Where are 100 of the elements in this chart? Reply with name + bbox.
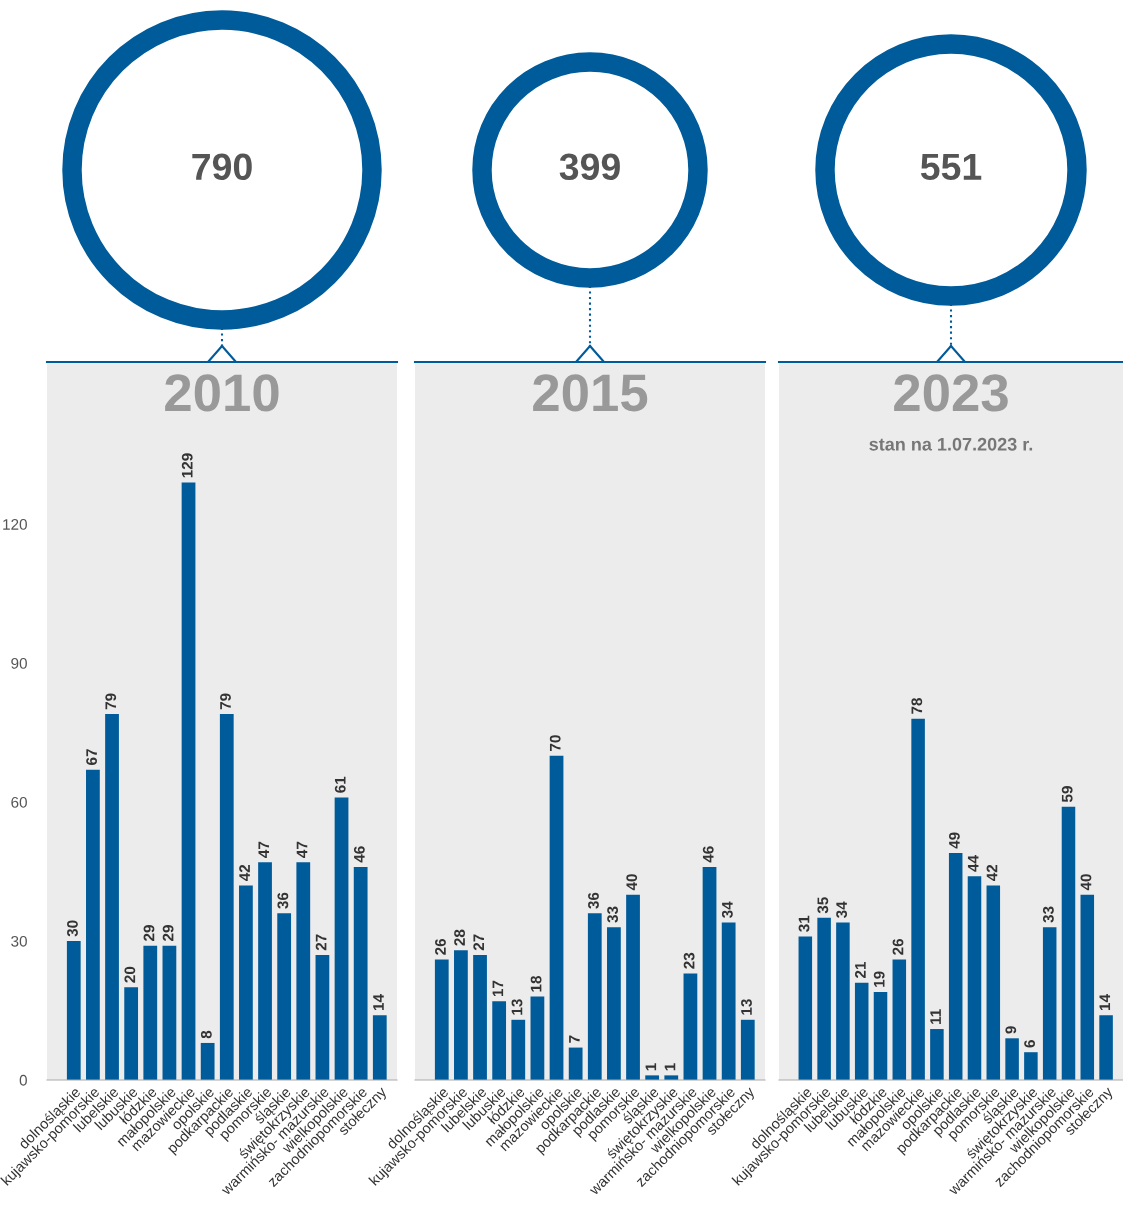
text: 399 [559, 153, 620, 181]
bar [892, 959, 907, 1080]
text: stan na 1.07.2023 r. [869, 437, 1033, 451]
data-label: 17 [492, 980, 504, 997]
bar [626, 894, 640, 1080]
data-label: 21 [854, 961, 866, 979]
bar [511, 1019, 526, 1080]
bar [587, 913, 602, 1080]
bar [702, 866, 717, 1080]
y-tick-label: 60 [11, 796, 27, 808]
bar [1099, 1015, 1113, 1080]
data-label: 70 [549, 735, 561, 751]
data-label: 27 [473, 934, 484, 951]
chart-title: 2010 [165, 374, 279, 412]
bar [454, 950, 468, 1080]
bar [1024, 1052, 1038, 1080]
bar [1080, 894, 1095, 1080]
data-label: 28 [454, 929, 465, 946]
bar [948, 853, 963, 1080]
bar [492, 1001, 507, 1080]
data-label: 42 [986, 864, 998, 882]
data-label: 42 [239, 864, 250, 882]
bar [986, 885, 1001, 1080]
data-label: 40 [1080, 874, 1092, 891]
data-label: 27 [315, 934, 327, 951]
data-label: 47 [258, 841, 269, 858]
data-label: 36 [277, 892, 289, 909]
bar [836, 922, 850, 1080]
data-label: 7 [569, 1035, 580, 1043]
data-label: 26 [892, 938, 904, 955]
data-label: 9 [1005, 1026, 1017, 1034]
data-label: 18 [530, 975, 542, 992]
bar [353, 866, 368, 1080]
data-label: 19 [873, 971, 885, 987]
data-label: 61 [334, 776, 346, 793]
bar [1061, 806, 1076, 1080]
bar [967, 876, 982, 1080]
bar [740, 1019, 755, 1080]
data-label: 79 [105, 693, 117, 710]
bar [530, 996, 545, 1080]
bar [930, 1029, 944, 1080]
data-label: 14 [1099, 994, 1111, 1011]
data-label: 34 [836, 901, 848, 918]
data-label: 40 [626, 874, 638, 891]
data-label: 13 [511, 999, 523, 1015]
bar [911, 718, 925, 1080]
data-label: 49 [948, 832, 960, 849]
bar [66, 941, 81, 1080]
bar [105, 714, 119, 1080]
data-label: 35 [817, 897, 829, 914]
data-label: 47 [296, 841, 308, 858]
data-label: 46 [702, 846, 714, 863]
bar [86, 769, 100, 1080]
bar [315, 954, 330, 1080]
bar [277, 913, 292, 1080]
data-label: 67 [86, 749, 97, 765]
bar [568, 1047, 583, 1080]
data-label: 33 [1042, 906, 1054, 923]
bar [143, 945, 158, 1080]
data-label: 23 [683, 952, 695, 969]
bar [162, 945, 177, 1080]
bar [549, 755, 564, 1080]
data-label: 1 [645, 1063, 657, 1071]
bar [258, 862, 272, 1080]
bar [181, 482, 196, 1080]
bar [434, 959, 449, 1080]
bar [798, 936, 813, 1080]
data-label: 44 [967, 855, 979, 872]
chart-title: 2023 [894, 374, 1008, 412]
data-label: 14 [373, 994, 384, 1011]
bar [372, 1015, 387, 1080]
bar [1005, 1038, 1019, 1080]
bar [296, 862, 311, 1080]
data-label: 46 [353, 846, 365, 863]
y-tick-label: 120 [3, 519, 27, 530]
bar [873, 991, 888, 1080]
bar [219, 714, 234, 1080]
data-label: 59 [1061, 786, 1073, 803]
data-label: 78 [911, 697, 923, 714]
data-label: 31 [798, 915, 810, 932]
y-tick-label: 0 [19, 1074, 27, 1086]
data-label: 6 [1024, 1040, 1035, 1048]
data-label: 129 [181, 453, 193, 478]
y-tick-label: 30 [11, 935, 27, 947]
bar [683, 973, 698, 1080]
bar [817, 917, 831, 1080]
data-label: 36 [588, 892, 599, 909]
bar [1042, 927, 1057, 1080]
bar [607, 927, 621, 1080]
data-label: 8 [200, 1030, 212, 1039]
data-label: 30 [67, 920, 78, 937]
bar [854, 982, 869, 1080]
bar [124, 987, 139, 1080]
text: 790 [192, 153, 252, 181]
bar [721, 922, 736, 1080]
bar [239, 885, 253, 1080]
data-label: 11 [930, 1009, 941, 1024]
data-label: 20 [124, 966, 136, 983]
bar [200, 1042, 215, 1080]
data-label: 13 [741, 999, 752, 1015]
